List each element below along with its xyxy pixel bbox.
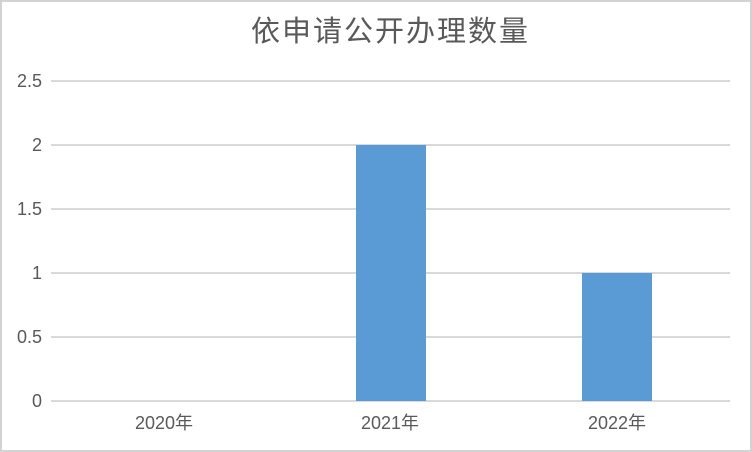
y-tick-label: 2 (31, 135, 42, 155)
x-category-label: 2020年 (134, 413, 194, 433)
plot-area (51, 80, 730, 402)
y-tick-label: 1.5 (16, 199, 42, 219)
gridline-y-0 (51, 400, 730, 402)
y-tick-label: 0.5 (16, 327, 42, 347)
bar-2021年 (356, 145, 426, 401)
bar-2022年 (582, 273, 652, 401)
y-tick-label: 1 (31, 263, 42, 283)
x-category-label: 2021年 (360, 413, 420, 433)
x-category-label: 2022年 (587, 413, 647, 433)
y-tick-label: 2.5 (16, 71, 42, 91)
gridline-y-2.5 (51, 80, 730, 82)
chart-title: 依申请公开办理数量 (250, 14, 530, 48)
y-tick-label: 0 (31, 391, 42, 411)
